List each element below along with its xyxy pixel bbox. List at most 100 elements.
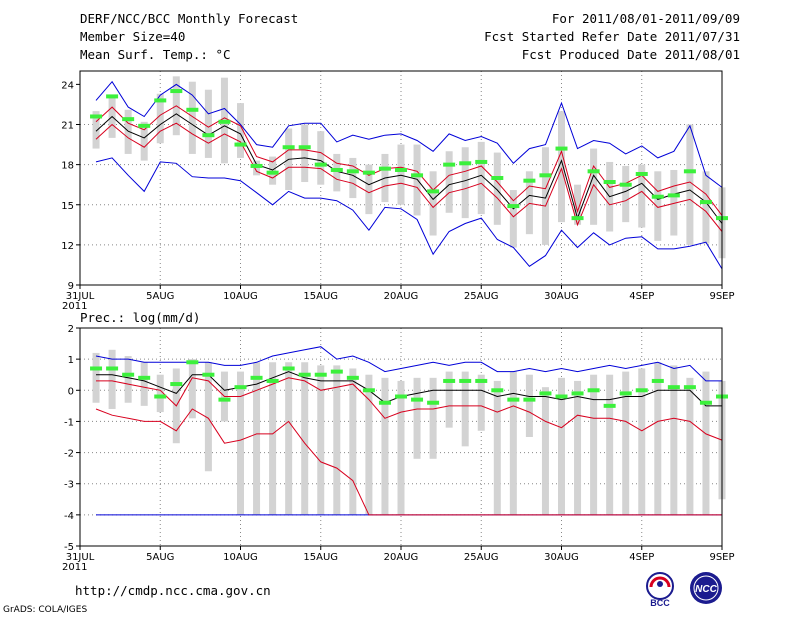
panel1-xtick-label: 10AUG — [223, 291, 258, 302]
header-start-date: Fcst Started Refer Date 2011/07/31 — [484, 29, 740, 44]
panel2-ensemble-marker — [635, 388, 648, 393]
panel2-ensemble-marker — [443, 378, 456, 383]
panel1-year-label: 2011 — [62, 301, 87, 312]
panel2-spread-box — [204, 362, 212, 472]
panel1-series-ensemble-line — [95, 113, 723, 224]
panel1-ensemble-marker — [571, 216, 584, 221]
panel1-xtick-label: 25AUG — [464, 291, 499, 302]
panel1-spread-box — [301, 124, 309, 183]
panel2-ytick-label: -4 — [64, 511, 74, 522]
panel2-spread-box — [590, 374, 598, 515]
panel2-ensemble-marker — [619, 391, 632, 396]
panel1-xtick-label: 30AUG — [544, 291, 579, 302]
panel2-ytick-label: -2 — [64, 449, 74, 460]
header-member-size: Member Size=40 — [80, 29, 186, 44]
panel1-series-mean-line — [95, 105, 723, 216]
panel2-spread-box — [365, 374, 373, 515]
panel1-series-max-line — [95, 80, 723, 188]
panel1-ensemble-marker — [378, 166, 391, 171]
panel1-ensemble-marker — [346, 169, 359, 174]
panel2-spread-box — [429, 377, 437, 459]
panel2-spread-box — [622, 371, 630, 515]
panel1-xtick-label: 4SEP — [629, 291, 654, 302]
panel2-ytick-label: 2 — [68, 324, 74, 335]
panel1-ensemble-marker — [218, 119, 231, 124]
panel2-spread-box — [333, 365, 341, 515]
panel2-ensemble-marker — [90, 366, 103, 371]
panel1-ensemble-marker — [395, 167, 407, 172]
panel2-spread-box — [156, 374, 164, 413]
panel2-spread-box — [317, 365, 325, 515]
panel1-ytick-label: 12 — [61, 241, 74, 252]
panel1-series-mean-line — [95, 122, 723, 232]
panel1-spread-box — [445, 151, 453, 213]
panel2-ensemble-marker — [282, 366, 295, 371]
panel2-ensemble-marker — [427, 400, 440, 405]
panel1-spread-box — [590, 148, 598, 225]
panel1-ensemble-marker — [186, 107, 199, 112]
panel2-series-max-line — [95, 346, 722, 382]
panel1-spread-box — [525, 171, 533, 235]
panel2-spread-box — [574, 380, 582, 515]
footer-url[interactable]: http://cmdp.ncc.cma.gov.cn — [75, 583, 271, 598]
panel1-spread-box — [686, 124, 694, 245]
panel2-spread-box — [188, 359, 196, 419]
panel2-ensemble-marker — [667, 385, 680, 390]
panel1-ensemble-marker — [411, 173, 424, 178]
panel2-ensemble-marker — [555, 394, 568, 399]
panel1-spread-box — [365, 164, 373, 215]
panel2-ensemble-marker — [186, 360, 199, 365]
panel2-ensemble-marker — [298, 372, 311, 377]
panel2-ensemble-marker — [411, 397, 424, 402]
panel1-ensemble-marker — [651, 194, 664, 199]
panel2-xtick-label: 31JUL — [66, 552, 95, 563]
panel2-ensemble-marker — [362, 388, 375, 393]
panel1-spread-box — [477, 141, 485, 215]
panel1-ensemble-marker — [154, 98, 167, 103]
panel2-spread-box — [92, 352, 100, 403]
panel2-spread-box — [349, 368, 357, 515]
header-forecast-period: For 2011/08/01-2011/09/09 — [551, 11, 740, 26]
header-variable: Mean Surf. Temp.: °C — [80, 47, 231, 62]
panel2-ensemble-marker — [603, 403, 616, 408]
panel1-ensemble-marker — [234, 142, 247, 147]
panel2-spread-box — [413, 377, 421, 459]
panel1-spread-box — [638, 164, 646, 228]
panel1-spread-box — [140, 121, 148, 161]
panel1-ensemble-marker — [138, 123, 151, 128]
panel2-ensemble-marker — [170, 382, 183, 387]
panel2-ensemble-marker — [314, 372, 327, 377]
panel1-spread-box — [541, 147, 549, 245]
grads-credit: GrADS: COLA/IGES — [3, 605, 88, 615]
panel1-ensemble-marker — [491, 176, 504, 180]
panel2-spread-box — [686, 377, 694, 515]
panel1-ensemble-marker — [314, 162, 327, 167]
panel1-spread-box — [670, 169, 678, 236]
panel2-ensemble-marker — [234, 385, 247, 390]
panel2-spread-box — [269, 362, 277, 515]
panel2-ensemble-marker — [651, 378, 664, 383]
panel1-ensemble-marker — [427, 189, 440, 194]
panel1-ytick-label: 9 — [68, 281, 74, 292]
panel2-title: Prec.: log(mm/d) — [80, 310, 200, 325]
panel2-spread-box — [445, 371, 453, 428]
panel2-spread-box — [140, 362, 148, 406]
panel2-xtick-label: 15AUG — [303, 552, 338, 563]
panel1-ytick-label: 24 — [61, 80, 74, 91]
panel2-spread-box — [301, 362, 309, 515]
panel1-ytick-label: 21 — [61, 121, 74, 132]
panel1-ensemble-marker — [330, 167, 343, 172]
panel2-spread-box — [285, 362, 293, 515]
panel1-spread-box — [702, 171, 710, 244]
panel2-spread-box — [558, 377, 565, 515]
panel1-spread-box — [622, 165, 630, 223]
panel1-ensemble-marker — [122, 117, 135, 122]
panel1-spread-box — [317, 131, 325, 185]
panel2-ensemble-marker — [475, 378, 488, 383]
panel1-ensemble-marker — [475, 159, 488, 164]
panel1-ensemble-marker — [667, 193, 680, 198]
agency-logos: BCC NCC — [646, 572, 722, 608]
ncc-logo-text: NCC — [695, 584, 717, 595]
panel2-spread-box — [509, 371, 517, 515]
